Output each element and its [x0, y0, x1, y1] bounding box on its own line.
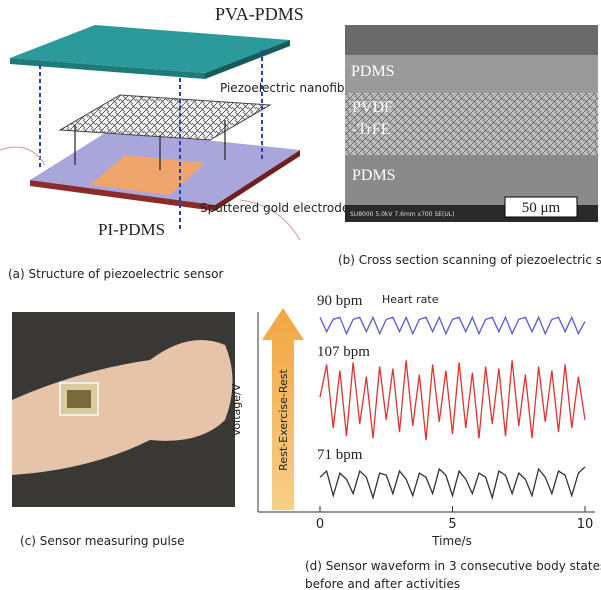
waveform — [319, 360, 586, 441]
series-label: 90 bpm — [317, 293, 363, 309]
waveform — [319, 466, 586, 501]
layer-label: Sputtered gold electrode — [200, 201, 349, 215]
photo: (c) Sensor measuring pulse — [12, 312, 235, 548]
sem-label: PDMS — [352, 167, 396, 184]
sem-label: PVDF — [352, 99, 393, 116]
sem-label: -TrFE — [352, 121, 391, 138]
sem-label: PDMS — [351, 63, 395, 80]
layer-label: PI-PDMS — [98, 220, 165, 239]
y-axis-label: Voltage/V — [230, 383, 243, 436]
sem-info: SU8000 5.0kV 7.6mm x700 SE(UL) — [350, 211, 454, 218]
caption: (b) Cross section scanning of piezoelect… — [338, 253, 601, 267]
layer-label: PVA-PDMS — [215, 4, 304, 24]
caption: (a) Structure of piezoelectric sensor — [8, 267, 223, 281]
x-tick-label: 5 — [448, 517, 456, 532]
waveform-chart: Rest-Exercise-Rest Voltage/V Time/s 90 b… — [230, 293, 601, 590]
x-tick-label: 0 — [316, 517, 324, 532]
x-axis-label: Time/s — [431, 534, 472, 548]
caption: (c) Sensor measuring pulse — [20, 534, 185, 548]
caption: before and after activities — [305, 577, 460, 590]
waveform — [319, 315, 586, 336]
x-tick-label: 10 — [577, 517, 594, 532]
sem-image: PDMS PVDF -TrFE PDMS SU8000 5.0kV 7.6mm … — [338, 25, 601, 267]
scale-bar: 50 μm — [522, 200, 561, 216]
layer-label: Piezoelectric nanofiber — [220, 81, 357, 95]
annotation: Heart rate — [382, 293, 439, 306]
sensor-structure: PVA-PDMS Piezoelectric nanofiber Sputter… — [0, 4, 357, 281]
series-label: 71 bpm — [317, 447, 363, 463]
arrow-label: Rest-Exercise-Rest — [277, 369, 290, 471]
caption: (d) Sensor waveform in 3 consecutive bod… — [305, 559, 601, 573]
series-label: 107 bpm — [317, 344, 370, 360]
